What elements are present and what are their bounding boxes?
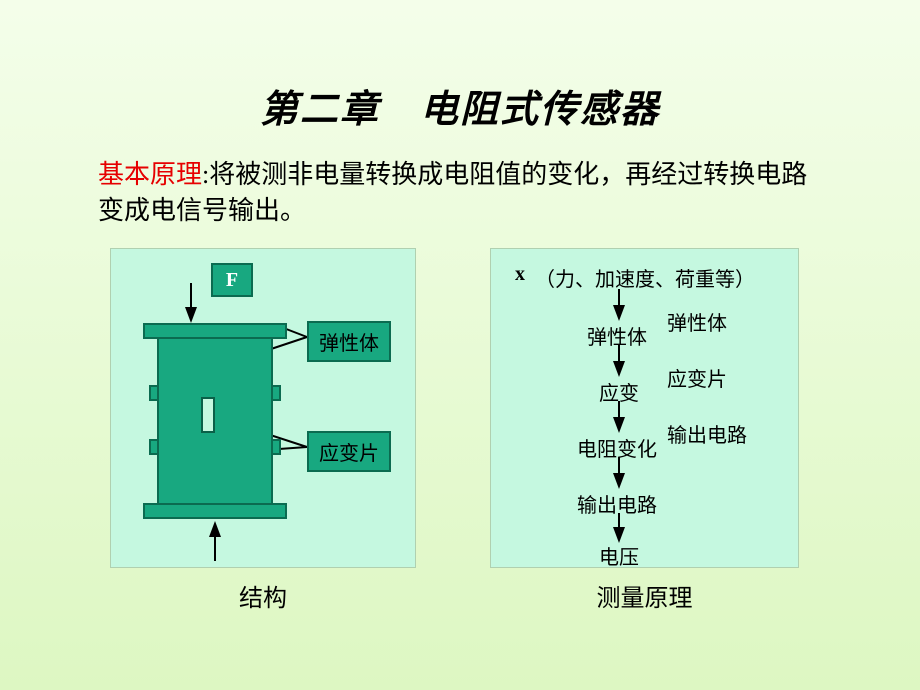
caption-principle: 测量原理 bbox=[490, 578, 799, 613]
sensor-cap-bottom bbox=[143, 503, 287, 519]
flow-node-strain: 应变 bbox=[599, 377, 639, 406]
flow-edge-gauge: 应变片 bbox=[667, 363, 727, 392]
flow-node-resistance: 电阻变化 bbox=[577, 433, 657, 462]
strain-gauge bbox=[201, 397, 215, 433]
principle-label: 基本原理 bbox=[98, 160, 202, 189]
flow-svg bbox=[491, 249, 800, 569]
sensor-nub bbox=[271, 439, 281, 455]
sensor-nub bbox=[271, 385, 281, 401]
sensor-body bbox=[157, 337, 273, 505]
strain-gauge-label: 应变片 bbox=[307, 431, 391, 472]
flow-node-output-circuit: 输出电路 bbox=[577, 489, 657, 518]
principle-flowchart: x （力、加速度、荷重等） 弹性体 弹性体 应变 应变片 电阻变化 输出电路 输… bbox=[490, 248, 799, 568]
diagram-row: F 弹性体 应变片 x （力 bbox=[0, 230, 920, 568]
sensor-nub bbox=[149, 439, 159, 455]
structure-diagram: F 弹性体 应变片 bbox=[110, 248, 416, 568]
flow-edge-output: 输出电路 bbox=[667, 419, 747, 448]
elastic-body-label: 弹性体 bbox=[307, 321, 391, 362]
flow-node-voltage: 电压 bbox=[599, 541, 639, 570]
caption-row: 结构 测量原理 bbox=[0, 568, 920, 613]
caption-structure: 结构 bbox=[110, 578, 416, 613]
page-title: 第二章 电阻式传感器 bbox=[0, 0, 920, 133]
flow-edge-elastic: 弹性体 bbox=[667, 307, 727, 336]
flow-node-elastic: 弹性体 bbox=[587, 321, 647, 350]
sensor-nub bbox=[149, 385, 159, 401]
principle-paragraph: 基本原理:将被测非电量转换成电阻值的变化，再经过转换电路变成电信号输出。 bbox=[0, 133, 920, 230]
